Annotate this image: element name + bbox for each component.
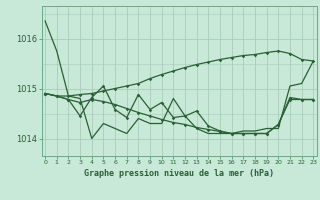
X-axis label: Graphe pression niveau de la mer (hPa): Graphe pression niveau de la mer (hPa): [84, 169, 274, 178]
